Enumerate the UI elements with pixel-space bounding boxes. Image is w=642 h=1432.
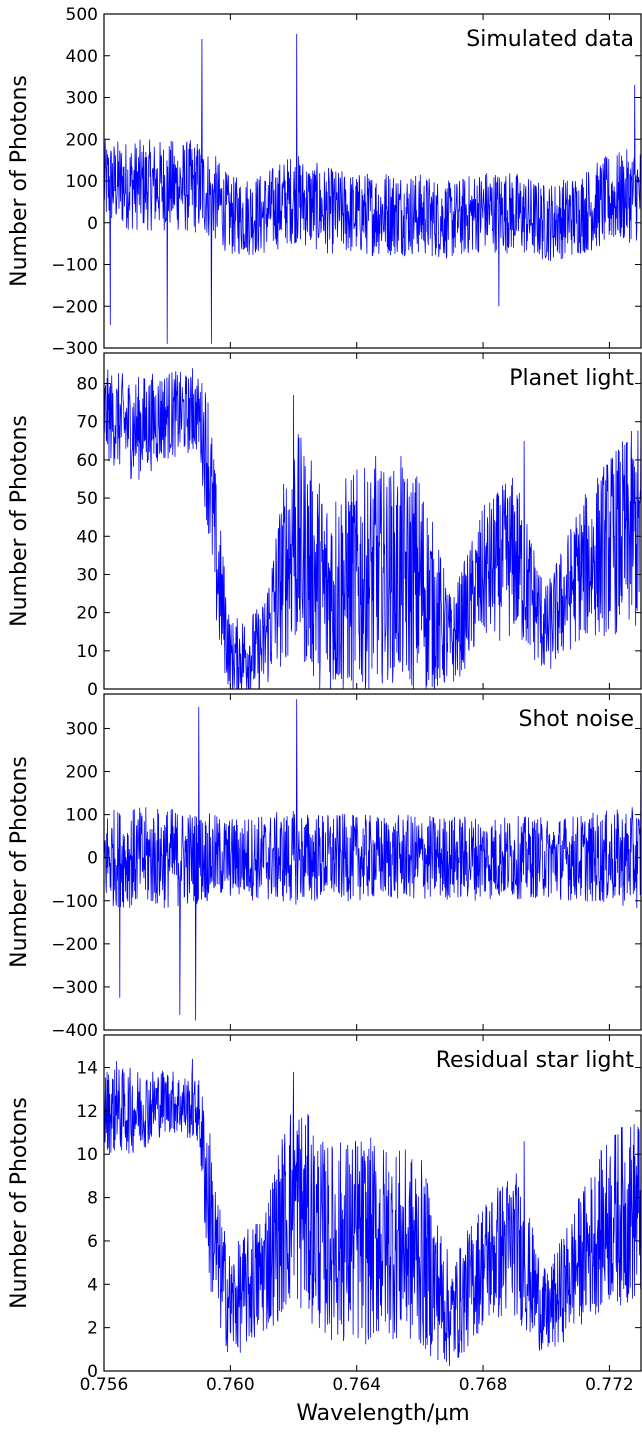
series-line — [104, 34, 641, 344]
y-tick-label: −300 — [51, 978, 98, 998]
y-tick-label: 6 — [87, 1232, 98, 1252]
y-tick-label: 0 — [87, 680, 98, 700]
x-tick-label: 0.772 — [585, 1375, 634, 1395]
x-tick-label: 0.764 — [332, 1375, 381, 1395]
y-axis-label: Number of Photons — [7, 75, 32, 287]
y-tick-label: 50 — [76, 489, 98, 509]
y-tick-label: −200 — [51, 297, 98, 317]
y-tick-label: 0 — [87, 849, 98, 869]
y-tick-label: 300 — [66, 719, 98, 739]
y-tick-label: 0 — [87, 214, 98, 234]
series-line — [104, 368, 641, 689]
y-tick-label: 70 — [76, 413, 98, 433]
y-tick-label: −300 — [51, 339, 98, 359]
y-tick-label: −400 — [51, 1021, 98, 1041]
plot-frame — [103, 352, 642, 690]
y-tick-label: 500 — [66, 5, 98, 25]
y-tick-label: 14 — [76, 1059, 98, 1079]
y-tick-label: 0 — [87, 1362, 98, 1382]
y-tick-label: 400 — [66, 47, 98, 67]
y-tick-label: 4 — [87, 1275, 98, 1295]
panel-4: 0 2 4 6 8 10 12 14 0.756 0.760 0.764 0.768 0.772 Numb… — [7, 1034, 642, 1395]
y-tick-label: 40 — [76, 527, 98, 547]
panel-title: Planet light — [509, 366, 634, 391]
y-tick-label: 8 — [87, 1189, 98, 1209]
y-tick-label: 300 — [66, 89, 98, 109]
y-tick-label: 12 — [76, 1102, 98, 1122]
plot-frame — [103, 1034, 642, 1372]
x-tick-label: 0.760 — [206, 1375, 255, 1395]
y-tick-label: 200 — [66, 763, 98, 783]
plot-frame — [103, 693, 642, 1031]
panel-title: Shot noise — [519, 707, 635, 732]
series-line — [104, 699, 641, 1021]
y-tick-label: −100 — [51, 892, 98, 912]
y-tick-label: 100 — [66, 172, 98, 192]
series-line — [104, 1058, 641, 1367]
panel-1: −300 −200 −100 0 100 200 300 400 500 Number of Ph… — [7, 5, 642, 359]
panel-title: Residual star light — [436, 1048, 635, 1073]
y-tick-label: 10 — [76, 1145, 98, 1165]
x-tick-label: 0.768 — [459, 1375, 508, 1395]
y-axis-label: Number of Photons — [7, 756, 32, 968]
y-axis-label: Number of Photons — [7, 415, 32, 627]
y-tick-label: 30 — [76, 565, 98, 585]
y-tick-label: 80 — [76, 375, 98, 395]
y-tick-label: 2 — [87, 1319, 98, 1339]
y-tick-label: 60 — [76, 451, 98, 471]
y-tick-label: −100 — [51, 256, 98, 276]
y-tick-label: −200 — [51, 935, 98, 955]
x-tick-label: 0.756 — [80, 1375, 129, 1395]
x-axis-label: Wavelength/µm — [296, 1401, 469, 1426]
y-tick-label: 20 — [76, 604, 98, 624]
y-tick-label: 10 — [76, 642, 98, 662]
y-axis-label: Number of Photons — [7, 1097, 32, 1309]
panel-title: Simulated data — [466, 27, 634, 52]
y-tick-label: 100 — [66, 806, 98, 826]
panel-2: 0 10 20 30 40 50 60 70 80 Number of Photons Planet… — [7, 352, 642, 700]
y-tick-label: 200 — [66, 130, 98, 150]
panel-3: −400 −300 −200 −100 0 100 200 300 Number of Phot… — [7, 693, 642, 1041]
